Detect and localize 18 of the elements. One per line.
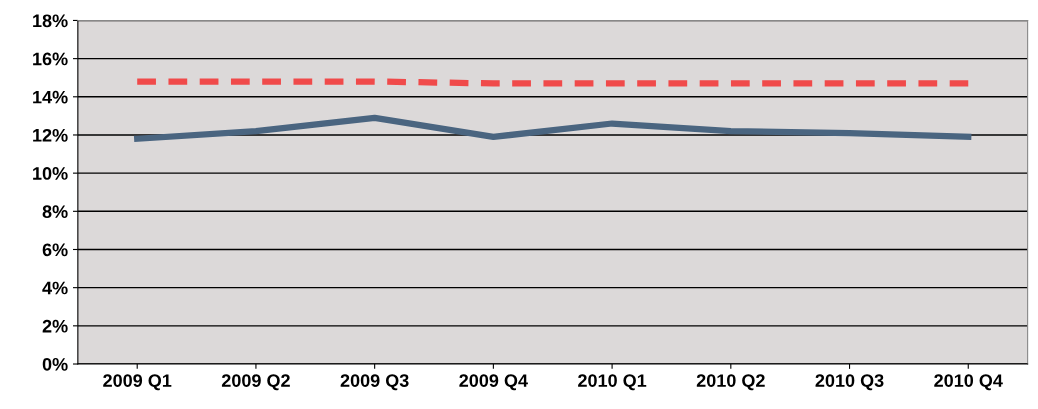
x-tick-label: 2010 Q2 xyxy=(696,374,765,391)
x-tick-label: 2009 Q2 xyxy=(221,374,290,391)
y-tick-label: 10% xyxy=(33,167,68,180)
y-tick-label: 14% xyxy=(33,90,68,104)
x-tick-label: 2009 Q4 xyxy=(459,374,528,391)
x-tick-label: 2010 Q4 xyxy=(934,374,1003,391)
x-tick-label: 2010 Q3 xyxy=(815,374,884,391)
y-tick-label: 2% xyxy=(42,319,68,333)
y-tick-label: 4% xyxy=(42,281,68,295)
x-tick-label: 2010 Q1 xyxy=(578,374,647,391)
y-tick-label: 16% xyxy=(33,52,68,66)
y-tick-label: 0% xyxy=(42,357,68,371)
y-tick-label: 6% xyxy=(42,243,68,257)
y-tick-label: 12% xyxy=(33,128,68,142)
y-tick-label: 18% xyxy=(33,14,68,28)
x-tick-label: 2009 Q1 xyxy=(103,374,172,391)
x-tick-label: 2009 Q3 xyxy=(340,374,409,391)
y-tick-label: 8% xyxy=(42,205,68,219)
